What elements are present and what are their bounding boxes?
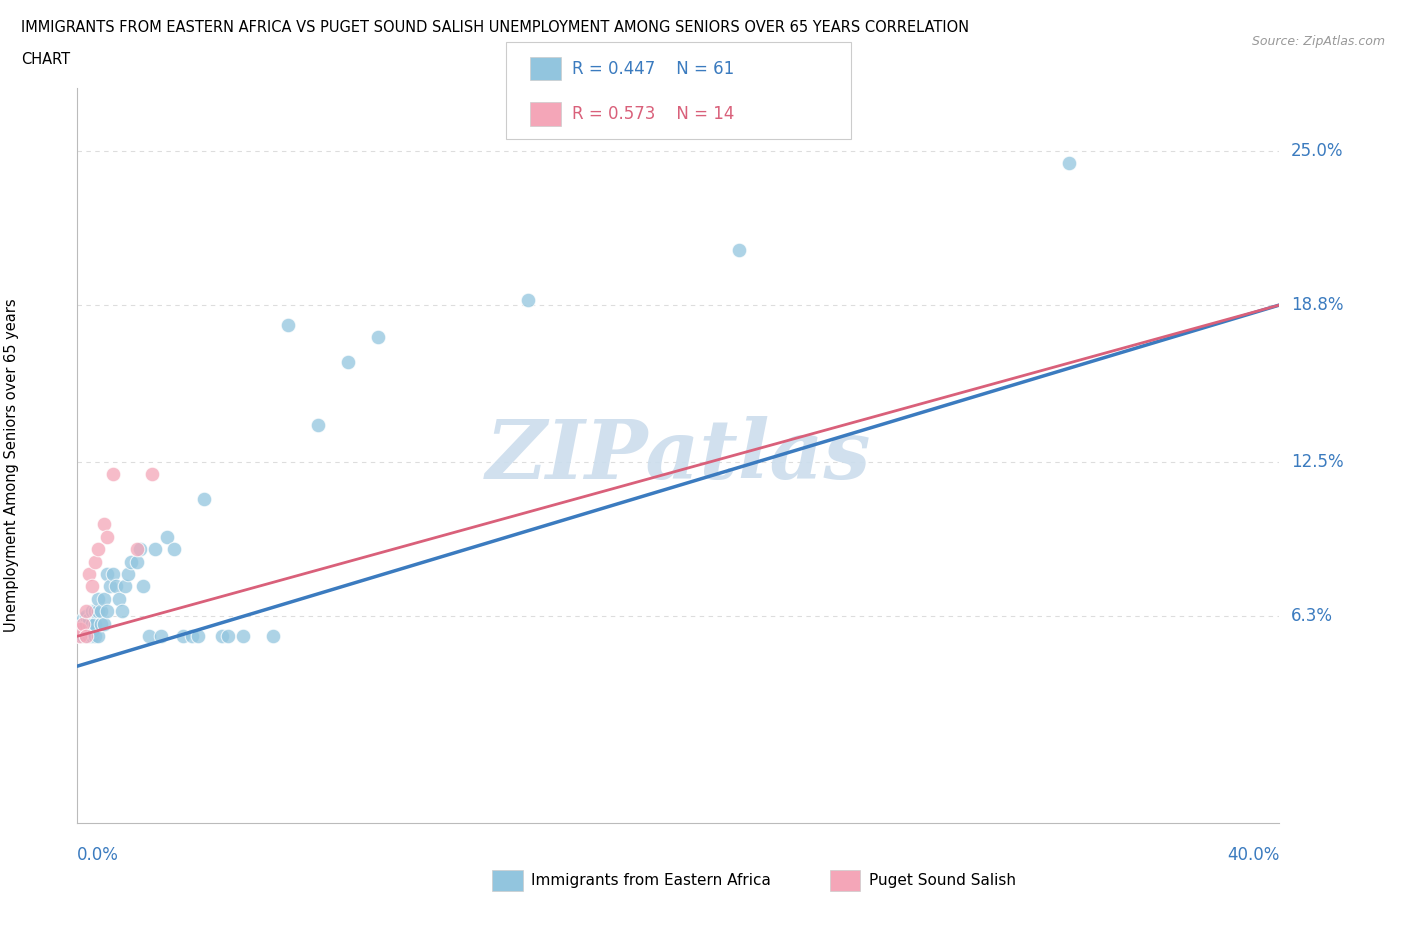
Point	[79, 617, 101, 631]
Point	[87, 629, 110, 644]
Point	[1057, 155, 1080, 170]
Point	[75, 609, 97, 624]
Text: R = 0.573    N = 14: R = 0.573 N = 14	[572, 105, 734, 124]
Point	[96, 529, 118, 544]
Point	[100, 579, 122, 594]
Point	[127, 554, 149, 569]
Point	[103, 467, 125, 482]
Point	[105, 579, 128, 594]
Point	[84, 554, 107, 569]
Point	[336, 355, 359, 370]
Point	[120, 554, 142, 569]
Text: 6.3%: 6.3%	[1291, 607, 1333, 625]
Point	[132, 579, 155, 594]
Point	[75, 624, 97, 639]
Text: R = 0.447    N = 61: R = 0.447 N = 61	[572, 60, 734, 78]
Point	[79, 629, 101, 644]
Text: 12.5%: 12.5%	[1291, 453, 1343, 471]
Point	[72, 611, 94, 626]
Text: Unemployment Among Seniors over 65 years: Unemployment Among Seniors over 65 years	[4, 299, 18, 631]
Point	[79, 624, 101, 639]
Point	[111, 604, 134, 618]
Point	[84, 629, 107, 644]
Point	[117, 566, 139, 581]
Point	[150, 629, 173, 644]
Point	[103, 566, 125, 581]
Point	[84, 617, 107, 631]
Point	[69, 621, 91, 636]
Point	[141, 467, 163, 482]
Text: Puget Sound Salish: Puget Sound Salish	[869, 873, 1017, 888]
Point	[82, 624, 104, 639]
Point	[93, 617, 115, 631]
Point	[87, 604, 110, 618]
Point	[211, 629, 233, 644]
Point	[69, 629, 91, 644]
Point	[96, 566, 118, 581]
Point	[87, 541, 110, 556]
Point	[129, 541, 152, 556]
Point	[84, 604, 107, 618]
Point	[79, 611, 101, 626]
Point	[69, 629, 91, 644]
Point	[82, 617, 104, 631]
Point	[69, 617, 91, 631]
Point	[90, 617, 112, 631]
Point	[138, 629, 160, 644]
Point	[186, 629, 209, 644]
Point	[69, 621, 91, 636]
Point	[172, 629, 194, 644]
Point	[193, 492, 215, 507]
Point	[75, 617, 97, 631]
Point	[232, 629, 254, 644]
Point	[162, 541, 184, 556]
Point	[72, 621, 94, 636]
Point	[82, 604, 104, 618]
Point	[82, 579, 104, 594]
Point	[93, 591, 115, 606]
Point	[114, 579, 136, 594]
Point	[367, 330, 389, 345]
Point	[75, 604, 97, 618]
Text: 18.8%: 18.8%	[1291, 296, 1343, 314]
Point	[87, 591, 110, 606]
Point	[180, 629, 202, 644]
Text: Immigrants from Eastern Africa: Immigrants from Eastern Africa	[531, 873, 772, 888]
Point	[75, 629, 97, 644]
Point	[82, 629, 104, 644]
Point	[262, 629, 284, 644]
Point	[79, 566, 101, 581]
Point	[72, 617, 94, 631]
Point	[727, 243, 749, 258]
Point	[90, 604, 112, 618]
Text: CHART: CHART	[21, 52, 70, 67]
Point	[75, 629, 97, 644]
Point	[96, 604, 118, 618]
Point	[307, 418, 329, 432]
Text: 25.0%: 25.0%	[1291, 141, 1343, 160]
Point	[156, 529, 179, 544]
Point	[72, 629, 94, 644]
Point	[145, 541, 167, 556]
Text: Source: ZipAtlas.com: Source: ZipAtlas.com	[1251, 35, 1385, 48]
Text: 40.0%: 40.0%	[1227, 846, 1279, 864]
Point	[127, 541, 149, 556]
Text: ZIPatlas: ZIPatlas	[485, 416, 872, 496]
Point	[217, 629, 239, 644]
Point	[93, 517, 115, 532]
Point	[108, 591, 131, 606]
Point	[277, 317, 299, 332]
Text: 0.0%: 0.0%	[77, 846, 120, 864]
Point	[517, 293, 540, 308]
Text: IMMIGRANTS FROM EASTERN AFRICA VS PUGET SOUND SALISH UNEMPLOYMENT AMONG SENIORS : IMMIGRANTS FROM EASTERN AFRICA VS PUGET …	[21, 20, 969, 35]
